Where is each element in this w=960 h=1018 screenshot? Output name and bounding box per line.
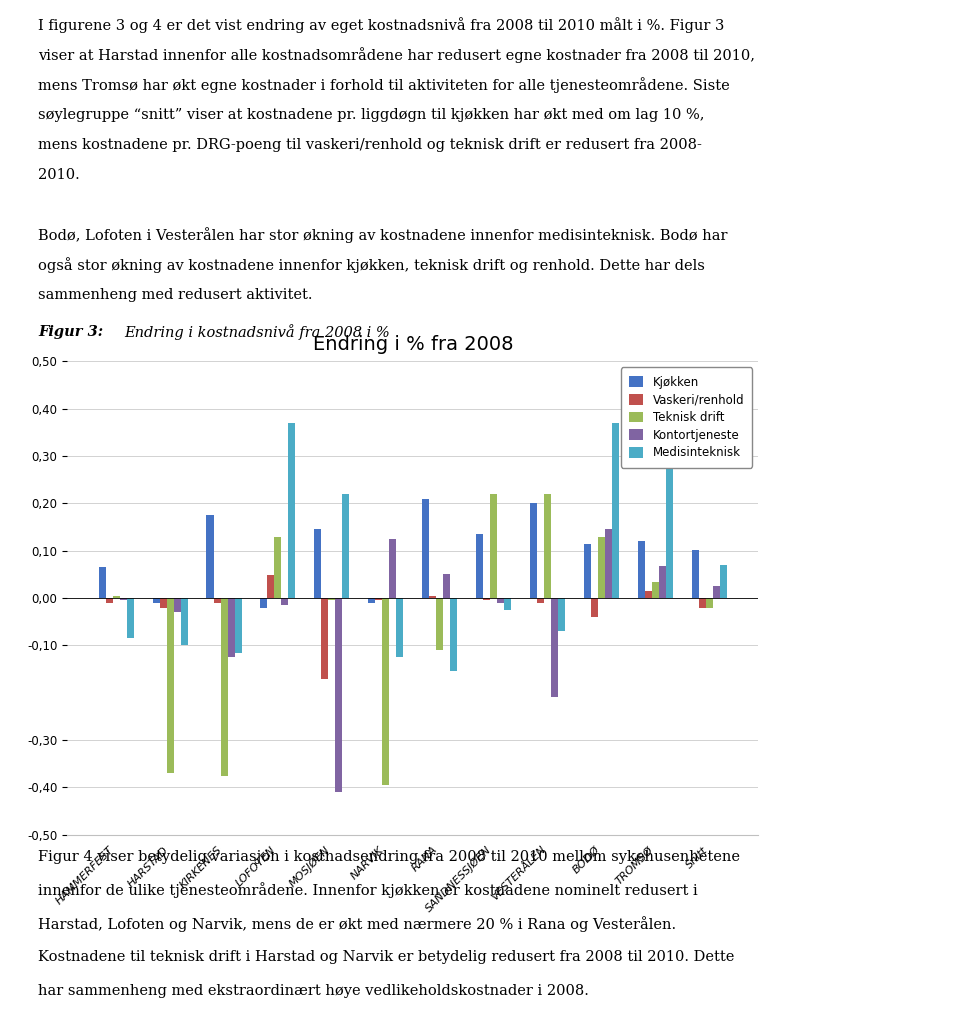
Text: også stor økning av kostnadene innenfor kjøkken, teknisk drift og renhold. Dette: også stor økning av kostnadene innenfor … [38, 258, 706, 274]
Text: Figur 4 viser betydelig variasjon i kostnadsendring fra 2008 til 2010 mellom syk: Figur 4 viser betydelig variasjon i kost… [38, 850, 740, 863]
Bar [444, 574, 450, 599]
Bar [422, 499, 429, 599]
Bar [598, 536, 605, 599]
Bar [153, 599, 159, 603]
Text: I figurene 3 og 4 er det vist endring av eget kostnadsnivå fra 2008 til 2010 mål: I figurene 3 og 4 er det vist endring av… [38, 17, 725, 34]
Bar [605, 529, 612, 599]
Text: har sammenheng med ekstraordinært høye vedlikeholdskostnader i 2008.: har sammenheng med ekstraordinært høye v… [38, 984, 589, 998]
Bar [174, 599, 180, 612]
Bar [221, 599, 228, 776]
Bar [645, 591, 652, 599]
Text: 2010.: 2010. [38, 168, 80, 182]
Bar [167, 599, 174, 774]
Text: mens Tromsø har økt egne kostnader i forhold til aktiviteten for alle tjenesteom: mens Tromsø har økt egne kostnader i for… [38, 77, 731, 94]
Bar [335, 599, 343, 792]
Text: viser at Harstad innenfor alle kostnadsområdene har redusert egne kostnader fra : viser at Harstad innenfor alle kostnadso… [38, 47, 756, 63]
Bar [720, 565, 727, 599]
Title: Endring i % fra 2008: Endring i % fra 2008 [313, 335, 513, 354]
Bar [692, 550, 699, 599]
Bar [260, 599, 268, 608]
Bar [436, 599, 444, 651]
Bar [584, 544, 591, 599]
Bar [504, 599, 512, 610]
Bar [112, 596, 120, 599]
Bar [396, 599, 403, 658]
Bar [234, 599, 242, 653]
Bar [497, 599, 504, 603]
Bar [206, 515, 213, 599]
Bar [369, 599, 375, 603]
Bar [281, 599, 288, 605]
Bar [538, 599, 544, 603]
Bar [213, 599, 221, 603]
Bar [390, 539, 396, 599]
Bar [450, 599, 457, 672]
Bar [159, 599, 167, 608]
Bar [288, 422, 296, 599]
Bar [106, 599, 112, 603]
Bar [343, 494, 349, 599]
Bar [530, 504, 538, 599]
Bar [652, 581, 659, 599]
Bar [322, 599, 328, 679]
Bar [120, 599, 127, 601]
Bar [228, 599, 234, 658]
Bar [375, 599, 382, 601]
Text: mens kostnadene pr. DRG-poeng til vaskeri/renhold og teknisk drift er redusert f: mens kostnadene pr. DRG-poeng til vasker… [38, 138, 703, 153]
Text: innenfor de ulike tjenesteområdene. Innenfor kjøkken er kostnadene nominelt redu: innenfor de ulike tjenesteområdene. Inne… [38, 883, 698, 898]
Bar [314, 529, 322, 599]
Bar [551, 599, 558, 697]
Bar [268, 575, 275, 599]
Bar [483, 599, 491, 601]
Bar [127, 599, 133, 638]
Bar [713, 586, 720, 599]
Text: Bodø, Lofoten i Vesterålen har stor økning av kostnadene innenfor medisinteknisk: Bodø, Lofoten i Vesterålen har stor økni… [38, 227, 728, 243]
Bar [706, 599, 713, 608]
Legend: Kjøkken, Vaskeri/renhold, Teknisk drift, Kontortjeneste, Medisinteknisk: Kjøkken, Vaskeri/renhold, Teknisk drift,… [621, 367, 753, 467]
Text: sammenheng med redusert aktivitet.: sammenheng med redusert aktivitet. [38, 288, 313, 302]
Bar [612, 422, 619, 599]
Bar [180, 599, 187, 645]
Text: Harstad, Lofoten og Narvik, mens de er økt med nærmere 20 % i Rana og Vesterålen: Harstad, Lofoten og Narvik, mens de er ø… [38, 916, 677, 931]
Bar [328, 599, 335, 601]
Text: søylegruppe “snitt” viser at kostnadene pr. liggdøgn til kjøkken har økt med om : søylegruppe “snitt” viser at kostnadene … [38, 108, 705, 122]
Bar [491, 494, 497, 599]
Bar [699, 599, 706, 608]
Bar [666, 422, 673, 599]
Text: Figur 3:: Figur 3: [38, 325, 104, 339]
Bar [591, 599, 598, 617]
Bar [638, 542, 645, 599]
Bar [476, 534, 483, 599]
Bar [99, 567, 106, 599]
Text: Endring i kostnadsnivå fra 2008 i %: Endring i kostnadsnivå fra 2008 i % [124, 324, 390, 340]
Bar [558, 599, 565, 631]
Bar [429, 596, 436, 599]
Bar [382, 599, 390, 785]
Bar [275, 538, 281, 599]
Bar [659, 566, 666, 599]
Bar [544, 494, 551, 599]
Text: Kostnadene til teknisk drift i Harstad og Narvik er betydelig redusert fra 2008 : Kostnadene til teknisk drift i Harstad o… [38, 951, 734, 964]
